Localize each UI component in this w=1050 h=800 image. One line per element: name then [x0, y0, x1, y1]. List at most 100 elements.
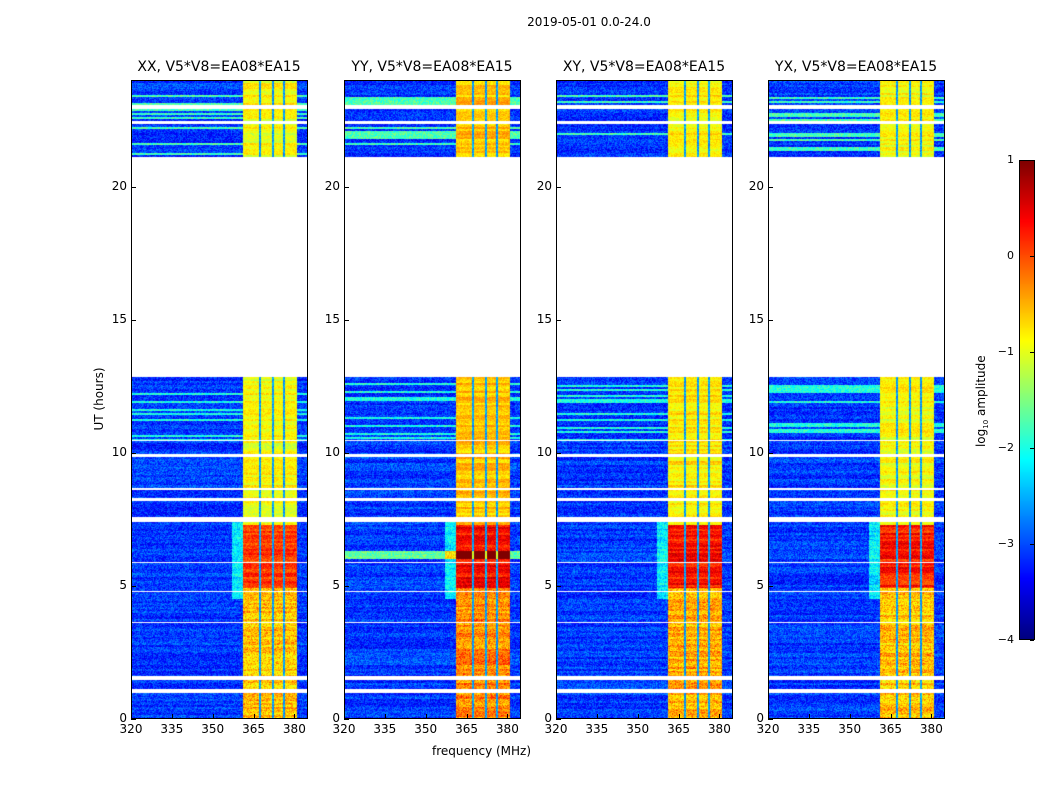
y-tick	[131, 452, 136, 454]
colorbar-tick-label: 1	[1007, 153, 1014, 166]
y-tick-label: 5	[332, 577, 340, 592]
x-tick-label: 335	[373, 722, 397, 736]
y-tick	[768, 452, 773, 454]
y-tick	[556, 186, 561, 188]
x-tick	[294, 714, 296, 719]
y-tick-label: 15	[748, 311, 764, 326]
y-tick	[768, 719, 773, 720]
x-tick	[556, 714, 557, 719]
x-tick-label: 365	[242, 722, 265, 736]
colorbar-label-rest: amplitude	[973, 355, 988, 420]
x-tick-label: 365	[667, 722, 690, 736]
y-tick	[344, 452, 349, 454]
panel-title: YX, V5*V8=EA08*EA15	[774, 59, 938, 75]
spectrogram-heatmap	[769, 81, 944, 718]
y-tick-label: 5	[544, 577, 552, 592]
y-tick-label: 10	[748, 444, 764, 459]
colorbar	[1019, 160, 1035, 640]
x-tick-label: 335	[160, 722, 184, 736]
colorbar-tick-label: −2	[997, 441, 1014, 454]
colorbar-tick	[1030, 160, 1034, 161]
x-tick	[768, 714, 769, 719]
x-tick	[384, 714, 386, 719]
x-tick-label: 320	[756, 722, 780, 736]
x-tick-label: 380	[707, 722, 731, 736]
x-tick	[808, 714, 810, 719]
x-tick	[890, 714, 892, 719]
y-tick	[344, 719, 349, 720]
panel-title: YY, V5*V8=EA08*EA15	[351, 59, 513, 75]
y-tick-label: 0	[332, 711, 340, 725]
y-tick-label: 0	[756, 711, 764, 725]
y-tick-label: 15	[111, 311, 127, 326]
x-tick-label: 320	[544, 722, 568, 736]
y-tick	[556, 319, 561, 321]
x-tick	[719, 714, 721, 719]
x-tick	[253, 714, 255, 719]
colorbar-tick	[1030, 544, 1034, 545]
y-tick	[768, 319, 773, 321]
x-tick	[678, 714, 680, 719]
y-tick-label: 10	[111, 444, 127, 459]
spectrogram-panel	[556, 80, 733, 719]
colorbar-tick-label: −1	[997, 345, 1014, 358]
colorbar-tick	[1030, 256, 1034, 257]
x-tick	[596, 714, 598, 719]
x-tick-label: 320	[119, 722, 143, 736]
y-tick-label: 5	[119, 577, 127, 592]
y-tick	[768, 585, 773, 587]
y-tick-label: 15	[536, 311, 552, 326]
panel-title: XY, V5*V8=EA08*EA15	[562, 59, 726, 75]
spectrogram-panel	[768, 80, 945, 719]
y-tick	[344, 319, 349, 321]
x-tick-label: 365	[455, 722, 478, 736]
colorbar-tick-label: 0	[1007, 249, 1014, 262]
colorbar-tick-label: −3	[997, 537, 1014, 550]
colorbar-label-sub: 10	[982, 419, 991, 429]
y-tick	[344, 585, 349, 587]
y-tick-label: 5	[756, 577, 764, 592]
x-tick-label: 350	[414, 722, 438, 736]
x-tick-label: 350	[626, 722, 650, 736]
x-axis-label: frequency (MHz)	[432, 744, 532, 758]
y-tick-label: 10	[324, 444, 340, 459]
colorbar-label-log: log	[973, 428, 988, 448]
colorbar-tick	[1030, 448, 1034, 449]
x-tick-label: 380	[495, 722, 519, 736]
x-tick	[507, 714, 509, 719]
x-tick-label: 380	[919, 722, 943, 736]
x-tick	[131, 714, 132, 719]
x-tick-label: 350	[838, 722, 862, 736]
x-tick-label: 365	[879, 722, 902, 736]
y-tick-label: 20	[748, 178, 764, 193]
x-tick	[171, 714, 173, 719]
y-tick-label: 20	[536, 178, 552, 193]
x-tick	[849, 714, 851, 719]
spectrogram-heatmap	[557, 81, 732, 718]
y-axis-label: UT (hours)	[92, 367, 106, 431]
x-tick	[466, 714, 468, 719]
x-tick	[344, 714, 345, 719]
y-tick-label: 0	[119, 711, 127, 725]
y-tick	[556, 719, 561, 720]
y-tick	[556, 585, 561, 587]
x-tick	[425, 714, 427, 719]
y-tick-label: 0	[544, 711, 552, 725]
panel-title: XX, V5*V8=EA08*EA15	[137, 59, 301, 75]
colorbar-tick-label: −4	[997, 633, 1014, 646]
x-tick-label: 335	[797, 722, 821, 736]
x-tick-label: 320	[332, 722, 356, 736]
y-tick	[131, 585, 136, 587]
x-tick	[212, 714, 214, 719]
spectrogram-heatmap	[345, 81, 520, 718]
colorbar-label: log10 amplitude	[974, 341, 990, 461]
spectrogram-panel	[131, 80, 308, 719]
y-tick-label: 10	[536, 444, 552, 459]
y-tick	[131, 186, 136, 188]
x-tick	[637, 714, 639, 719]
x-tick	[931, 714, 933, 719]
y-tick	[131, 719, 136, 720]
y-tick	[768, 186, 773, 188]
x-tick-label: 380	[282, 722, 306, 736]
